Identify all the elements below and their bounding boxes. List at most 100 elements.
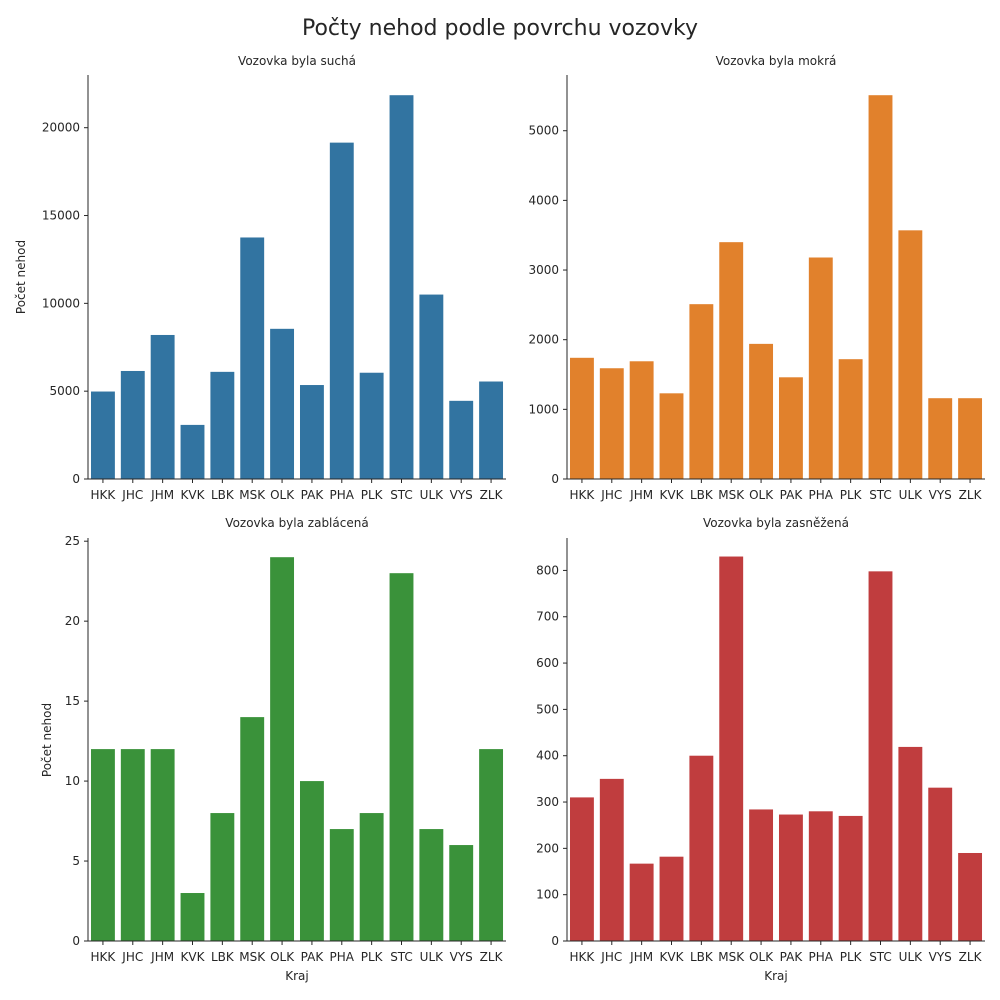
x-tick-label: HKK — [91, 950, 117, 964]
bar-hkk — [569, 797, 594, 941]
bar-chart-wet: 0 1000 2000 3000 4000 5000 HKK JHC JHM KVK LBK MSK O… — [528, 75, 985, 502]
x-tick-label: ZLK — [959, 488, 983, 502]
y-tick-label: 0 — [551, 472, 559, 486]
y-tick-label: 200 — [536, 841, 559, 855]
x-tick-label: JHM — [150, 488, 174, 502]
bar-vys — [928, 398, 953, 479]
x-tick-label: ZLK — [480, 488, 504, 502]
bar-jhc — [599, 778, 624, 941]
bar-stc — [389, 573, 414, 941]
bar-olk — [749, 809, 774, 941]
y-tick-label: 0 — [72, 934, 80, 948]
bar-kvk — [180, 424, 205, 479]
x-tick-label: LBK — [690, 488, 714, 502]
x-tick-label: PAK — [780, 488, 804, 502]
x-tick-label: PLK — [840, 950, 863, 964]
x-tick-label: HKK — [570, 950, 596, 964]
x-tick-label: PLK — [361, 488, 384, 502]
bar-lbk — [689, 304, 714, 479]
bar-pha — [329, 142, 354, 479]
bar-pak — [778, 377, 803, 479]
bar-zlk — [479, 749, 504, 941]
x-tick-label: HKK — [91, 488, 117, 502]
y-tick-label: 2000 — [528, 333, 559, 347]
y-tick-label: 100 — [536, 888, 559, 902]
x-tick-label: PHA — [330, 950, 355, 964]
x-tick-label: PLK — [840, 488, 863, 502]
x-tick-label: KVK — [660, 488, 685, 502]
bar-pha — [808, 257, 833, 479]
y-tick-label: 5000 — [528, 124, 559, 138]
x-tick-label: OLK — [749, 488, 774, 502]
bar-msk — [719, 556, 744, 941]
x-tick-label: PAK — [301, 950, 325, 964]
bar-jhm — [629, 361, 654, 479]
x-axis-label: Kraj — [764, 969, 788, 983]
x-tick-label: JHC — [121, 488, 143, 502]
x-tick-label: JHC — [121, 950, 143, 964]
bar-stc — [868, 571, 893, 941]
x-tick-label: PHA — [809, 488, 834, 502]
bar-stc — [389, 95, 414, 479]
bar-ulk — [419, 294, 444, 479]
y-tick-label: 800 — [536, 563, 559, 577]
bar-pha — [808, 811, 833, 941]
x-tick-label: PAK — [780, 950, 804, 964]
y-tick-label: 400 — [536, 749, 559, 763]
x-tick-label: STC — [869, 950, 892, 964]
bar-kvk — [180, 893, 205, 941]
y-tick-label: 0 — [551, 934, 559, 948]
x-tick-label: KVK — [660, 950, 685, 964]
panel-title: Vozovka byla suchá — [238, 54, 356, 68]
x-tick-label: LBK — [211, 950, 235, 964]
x-tick-label: VYS — [929, 950, 952, 964]
y-tick-label: 1000 — [528, 402, 559, 416]
x-tick-label: OLK — [749, 950, 774, 964]
bar-plk — [359, 813, 384, 941]
figure-title: Počty nehod podle povrchu vozovky — [301, 16, 698, 41]
bar-pha — [329, 829, 354, 941]
x-tick-label: MSK — [239, 950, 266, 964]
bar-plk — [838, 359, 863, 479]
bar-plk — [359, 372, 384, 479]
panel-title: Vozovka byla zablácená — [225, 516, 369, 530]
bar-hkk — [90, 749, 115, 941]
bar-ulk — [898, 746, 923, 941]
bar-hkk — [90, 391, 115, 479]
y-tick-label: 20 — [65, 614, 80, 628]
x-tick-label: OLK — [270, 488, 295, 502]
bar-vys — [928, 787, 953, 941]
bar-jhc — [599, 368, 624, 479]
x-tick-label: ZLK — [480, 950, 504, 964]
bar-msk — [240, 717, 265, 941]
y-tick-label: 10 — [65, 774, 80, 788]
x-tick-label: STC — [869, 488, 892, 502]
x-tick-label: VYS — [929, 488, 952, 502]
x-tick-label: ULK — [899, 488, 923, 502]
x-tick-label: KVK — [181, 488, 206, 502]
y-tick-label: 15 — [65, 694, 80, 708]
bar-pak — [299, 781, 324, 941]
x-tick-label: ULK — [420, 488, 444, 502]
x-tick-label: KVK — [181, 950, 206, 964]
panel-muddy-road: Vozovka byla zablácená Počet nehod Kraj … — [40, 516, 506, 983]
bar-olk — [270, 557, 295, 941]
x-tick-label: VYS — [450, 950, 473, 964]
bar-msk — [240, 237, 265, 479]
y-tick-label: 20000 — [42, 121, 80, 135]
bar-zlk — [958, 398, 983, 479]
bar-jhm — [150, 334, 175, 479]
x-tick-label: PHA — [809, 950, 834, 964]
bar-lbk — [689, 755, 714, 941]
panel-title: Vozovka byla mokrá — [715, 54, 837, 68]
x-tick-label: LBK — [690, 950, 714, 964]
bar-chart-muddy: 0 5 10 15 20 25 HKK JHC JHM KVK LBK MSK OLK PAK PHA PLK… — [65, 534, 506, 964]
y-tick-label: 5 — [72, 854, 80, 868]
y-tick-label: 3000 — [528, 263, 559, 277]
y-tick-label: 10000 — [42, 296, 80, 310]
y-tick-label: 600 — [536, 656, 559, 670]
panel-dry-road: Vozovka byla suchá Počet nehod 0 5000 1000… — [0, 0, 510, 502]
bar-vys — [449, 400, 474, 479]
x-axis-label: Kraj — [285, 969, 309, 983]
